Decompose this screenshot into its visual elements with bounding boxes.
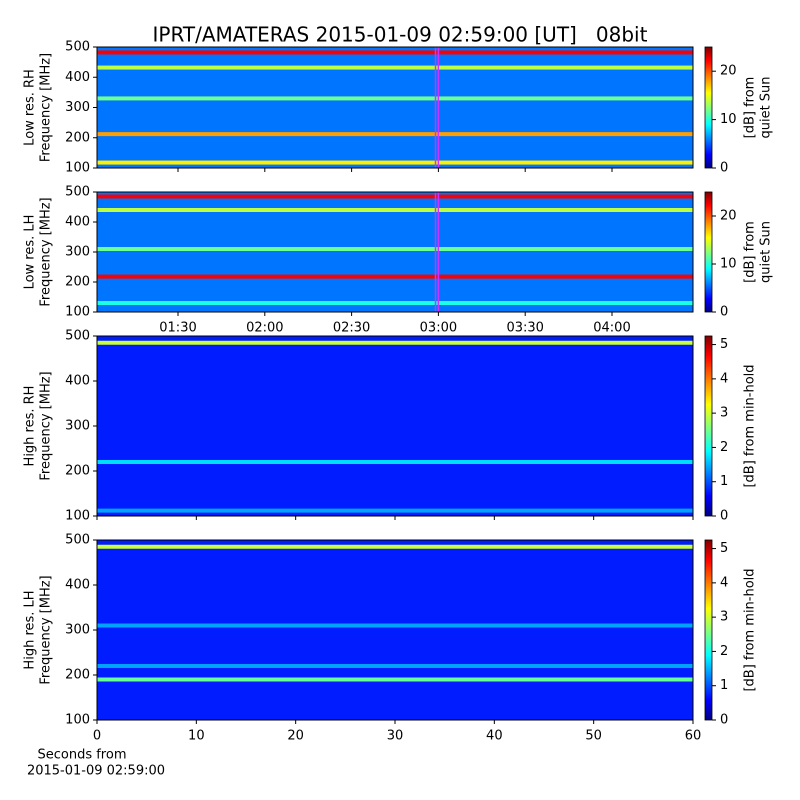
colorbar: [704, 191, 713, 313]
x-axis-label: 2015-01-09 02:59:00: [27, 764, 165, 779]
colorbar-label: quiet Sun: [759, 221, 774, 283]
spectral-band: [97, 160, 693, 165]
spectral-band: [97, 247, 693, 251]
y-tick-label: 500: [65, 329, 90, 344]
colorbar-tick-label: 3: [720, 406, 728, 421]
colorbar-tick-label: 20: [720, 209, 737, 224]
y-axis-label: High res. LH: [23, 590, 38, 669]
y-tick-label: 200: [65, 130, 90, 145]
x-tick-label: 0: [93, 729, 101, 744]
colorbar-label: [dB] from: [743, 77, 758, 139]
colorbar-tick-label: 0: [720, 305, 728, 320]
spectral-band: [97, 664, 693, 668]
spectral-band: [97, 508, 693, 513]
spectral-band: [97, 544, 693, 549]
y-tick-label: 200: [65, 275, 90, 290]
x-axis-label: Seconds from: [37, 748, 126, 763]
y-axis-label: Frequency [MHz]: [39, 575, 54, 684]
y-tick-label: 200: [65, 464, 90, 479]
x-tick-label: 02:00: [246, 321, 283, 336]
x-tick-label: 03:30: [506, 321, 543, 336]
spectral-band: [97, 460, 693, 464]
colorbar-tick-label: 5: [720, 337, 728, 352]
y-axis-label: Frequency [MHz]: [39, 53, 54, 162]
colorbar-tick-label: 1: [720, 474, 728, 489]
y-tick-label: 100: [65, 713, 90, 728]
x-tick-label: 04:00: [593, 321, 630, 336]
y-tick-label: 400: [65, 215, 90, 230]
y-tick-label: 100: [65, 509, 90, 524]
colorbar-tick-label: 1: [720, 678, 728, 693]
x-tick-label: 10: [188, 729, 205, 744]
colorbar-tick-label: 10: [720, 112, 737, 127]
colorbar-tick-label: 0: [720, 713, 728, 728]
spectral-band: [97, 301, 693, 305]
colorbar: [704, 335, 713, 517]
colorbar-tick-label: 10: [720, 257, 737, 272]
y-axis-label: High res. RH: [23, 386, 38, 467]
colorbar-tick-label: 4: [720, 575, 728, 590]
heatmap-background: [97, 336, 693, 516]
colorbar-tick-label: 0: [720, 161, 728, 176]
heatmap-background: [97, 47, 693, 168]
colorbar: [704, 46, 713, 169]
spectral-band: [97, 65, 693, 70]
spectral-band: [97, 194, 693, 199]
y-tick-label: 100: [65, 161, 90, 176]
colorbar-tick-label: 5: [720, 541, 728, 556]
spectral-band: [97, 96, 693, 101]
colorbar-label: [dB] from: [743, 221, 758, 283]
y-tick-label: 300: [65, 623, 90, 638]
spectral-band: [97, 132, 693, 137]
y-tick-label: 300: [65, 245, 90, 260]
spectral-band: [97, 50, 693, 55]
y-tick-label: 500: [65, 40, 90, 55]
spectral-band: [97, 623, 693, 628]
y-tick-label: 300: [65, 419, 90, 434]
x-tick-label: 30: [387, 729, 404, 744]
heatmap-background: [97, 540, 693, 720]
spectral-band: [97, 677, 693, 682]
x-tick-label: 50: [585, 729, 602, 744]
colorbar-tick-label: 2: [720, 644, 728, 659]
colorbar-tick-label: 0: [720, 509, 728, 524]
colorbar-tick-label: 3: [720, 610, 728, 625]
y-tick-label: 200: [65, 668, 90, 683]
y-tick-label: 500: [65, 533, 90, 548]
y-axis-label: Low res. LH: [23, 215, 38, 290]
colorbar-label: quiet Sun: [759, 76, 774, 138]
spectral-band: [97, 208, 693, 212]
chart-title: IPRT/AMATERAS 2015-01-09 02:59:00 [UT] 0…: [153, 23, 648, 47]
y-axis-label: Frequency [MHz]: [39, 371, 54, 480]
y-tick-label: 300: [65, 100, 90, 115]
spectral-band: [97, 340, 693, 345]
x-tick-label: 40: [486, 729, 503, 744]
y-axis-label: Frequency [MHz]: [39, 197, 54, 306]
x-tick-label: 02:30: [333, 321, 370, 336]
colorbar-tick-label: 4: [720, 371, 728, 386]
colorbar-tick-label: 2: [720, 440, 728, 455]
y-tick-label: 100: [65, 305, 90, 320]
colorbar-tick-label: 20: [720, 64, 737, 79]
colorbar: [704, 539, 713, 721]
spectral-band: [97, 274, 693, 279]
y-tick-label: 400: [65, 578, 90, 593]
y-tick-label: 400: [65, 374, 90, 389]
y-tick-label: 500: [65, 185, 90, 200]
colorbar-label: [dB] from min-hold: [743, 364, 758, 487]
y-tick-label: 400: [65, 70, 90, 85]
x-tick-label: 01:30: [159, 321, 196, 336]
y-axis-label: Low res. RH: [23, 69, 38, 146]
colorbar-label: [dB] from min-hold: [743, 568, 758, 691]
x-tick-label: 03:00: [420, 321, 457, 336]
x-tick-label: 20: [287, 729, 304, 744]
x-tick-label: 60: [685, 729, 702, 744]
